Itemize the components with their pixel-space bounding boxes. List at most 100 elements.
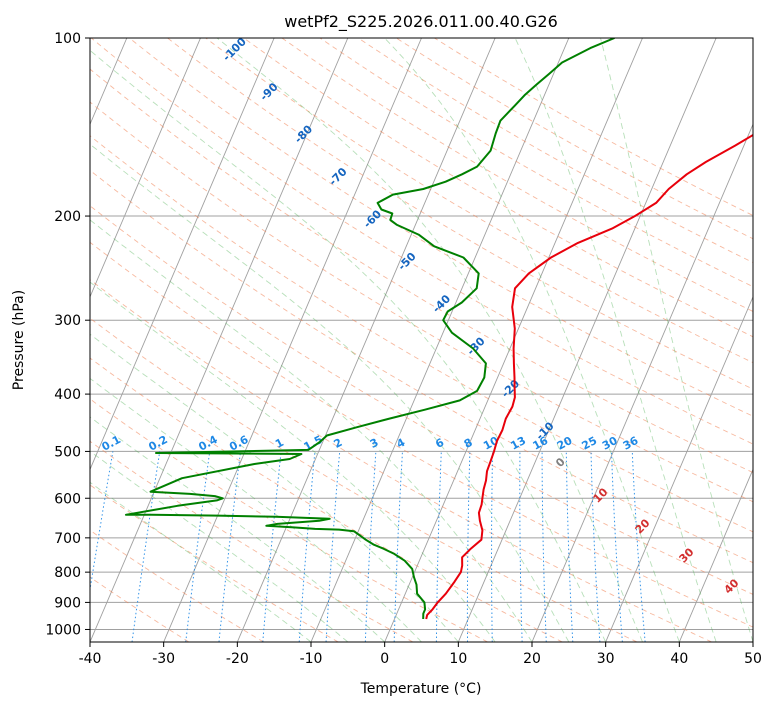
dry-adiabat-line	[90, 169, 753, 564]
dry-adiabat-label: -70	[326, 165, 349, 188]
mixing-ratio-line	[262, 451, 282, 642]
isotherm-line	[90, 38, 275, 471]
x-tick-label: 0	[380, 651, 389, 667]
y-tick-label: 300	[54, 313, 81, 329]
mixing-ratio-label: 13	[508, 434, 528, 453]
moist-adiabat-line	[384, 38, 680, 642]
dry-adiabat-line	[90, 68, 753, 474]
mixing-ratio-label: 36	[621, 434, 641, 453]
y-tick-label: 1000	[45, 622, 81, 638]
isotherm-line	[90, 38, 349, 642]
isotherm-line	[90, 38, 201, 299]
y-tick-label: 800	[54, 565, 81, 581]
mixing-ratio-label: 0.4	[196, 433, 220, 454]
dry-adiabat-label: -50	[395, 250, 418, 273]
mixing-ratio-label: 30	[600, 434, 620, 453]
isotherm-line	[752, 640, 753, 642]
dry-adiabat-line	[281, 38, 753, 312]
mixing-ratio-label: 0.1	[100, 433, 123, 454]
dry-adiabat-label: -20	[499, 377, 522, 400]
moist-adiabat-line	[90, 281, 496, 642]
mixing-ratio-label: 3	[368, 436, 381, 451]
mixing-ratio-label: 4	[394, 436, 407, 451]
dry-adiabat-line	[90, 205, 753, 595]
mixing-ratio-label: 10	[481, 434, 501, 453]
y-tick-label: 400	[54, 387, 81, 403]
mixing-ratio-label: 16	[531, 434, 551, 453]
dry-adiabat-label: -40	[430, 292, 453, 315]
dry-adiabat-label: -80	[292, 122, 315, 145]
x-tick-label: -10	[300, 651, 323, 667]
dry-adiabat-line	[90, 484, 339, 642]
x-axis-ticks: -40 -30 -20 -10 0 10 20 30 40 50	[79, 642, 762, 667]
moist-adiabat-line	[216, 38, 643, 642]
dry-adiabat-label: -90	[257, 80, 280, 103]
dry-adiabat-line	[90, 279, 712, 642]
mixing-ratio-line	[631, 451, 646, 642]
moist-adiabat-label: 30	[677, 545, 697, 565]
y-tick-label: 900	[54, 595, 81, 611]
isotherm-line	[236, 38, 496, 642]
moist-adiabat-line	[90, 143, 570, 642]
dry-adiabat-line	[90, 135, 753, 533]
isotherm-line	[531, 123, 753, 642]
mixing-ratio-label: 0.2	[146, 433, 169, 454]
moist-adiabat-line	[90, 450, 349, 642]
mixing-ratio-line	[565, 451, 574, 642]
temperature-profile-line	[425, 133, 753, 620]
line-label-layer: 0.1 0.2 0.4 0.6 1 1.5 2 3 4 6 8 10 13 16 20 25 30 36-100-…	[100, 38, 742, 597]
dewpoint-profile-line	[124, 38, 615, 620]
x-tick-label: -40	[79, 651, 102, 667]
isotherm-line	[605, 295, 753, 642]
moist-adiabat-line	[90, 49, 607, 642]
x-tick-label: 40	[670, 651, 688, 667]
y-tick-label: 200	[54, 209, 81, 225]
x-tick-label: -30	[152, 651, 175, 667]
moist-adiabat-line	[90, 377, 422, 642]
mixing-ratio-label: 1	[273, 436, 286, 451]
mixing-ratio-label: 8	[462, 436, 475, 451]
moist-adiabat-label: 10	[591, 485, 611, 505]
mixing-ratio-line	[435, 451, 442, 642]
mixing-ratio-line	[90, 451, 114, 593]
dry-adiabat-line	[205, 38, 753, 364]
y-tick-label: 100	[54, 31, 81, 47]
x-tick-label: 10	[449, 651, 467, 667]
dry-adiabat-line	[90, 241, 753, 628]
mixing-ratio-label: 2	[332, 436, 345, 451]
isotherm-line	[163, 38, 422, 642]
dry-adiabat-line	[243, 38, 753, 338]
isotherm-line	[457, 38, 717, 642]
dry-adiabat-line	[357, 38, 753, 264]
isotherm-line	[678, 468, 753, 642]
dry-adiabat-line	[90, 317, 638, 642]
mixing-ratio-label: 20	[555, 434, 575, 453]
y-tick-label: 500	[54, 444, 81, 460]
mixing-ratio-line	[131, 451, 161, 642]
x-tick-label: 30	[597, 651, 615, 667]
mixing-ratio-line	[519, 451, 523, 642]
mixing-ratio-label: 6	[433, 436, 446, 451]
y-tick-label: 700	[54, 531, 81, 547]
dry-adiabat-label: -60	[361, 207, 384, 230]
y-axis-ticks: 100 200 300 400 500 600 700 800 900 1000	[45, 31, 90, 638]
chart-title: wetPf2_S225.2026.011.00.40.G26	[284, 12, 558, 32]
mixing-ratio-line	[185, 451, 211, 642]
plot-frame	[89, 37, 754, 643]
x-tick-label: -20	[226, 651, 249, 667]
dry-adiabat-label: -30	[464, 334, 487, 357]
moist-adiabat-line	[514, 38, 717, 642]
dry-adiabat-line	[90, 357, 563, 642]
mixing-ratio-line	[218, 451, 241, 642]
dry-adiabat-line	[90, 529, 264, 642]
moist-adiabat-line	[90, 219, 533, 642]
dry-adiabat-line	[434, 38, 753, 217]
moist-adiabat-line	[600, 38, 753, 642]
dry-adiabat-line	[129, 38, 753, 417]
x-tick-label: 50	[744, 651, 762, 667]
dry-adiabat-line	[90, 398, 488, 642]
series-layer	[124, 38, 753, 620]
y-axis-label: Pressure (hPa)	[11, 290, 27, 390]
x-axis-label: Temperature (°C)	[360, 681, 482, 697]
